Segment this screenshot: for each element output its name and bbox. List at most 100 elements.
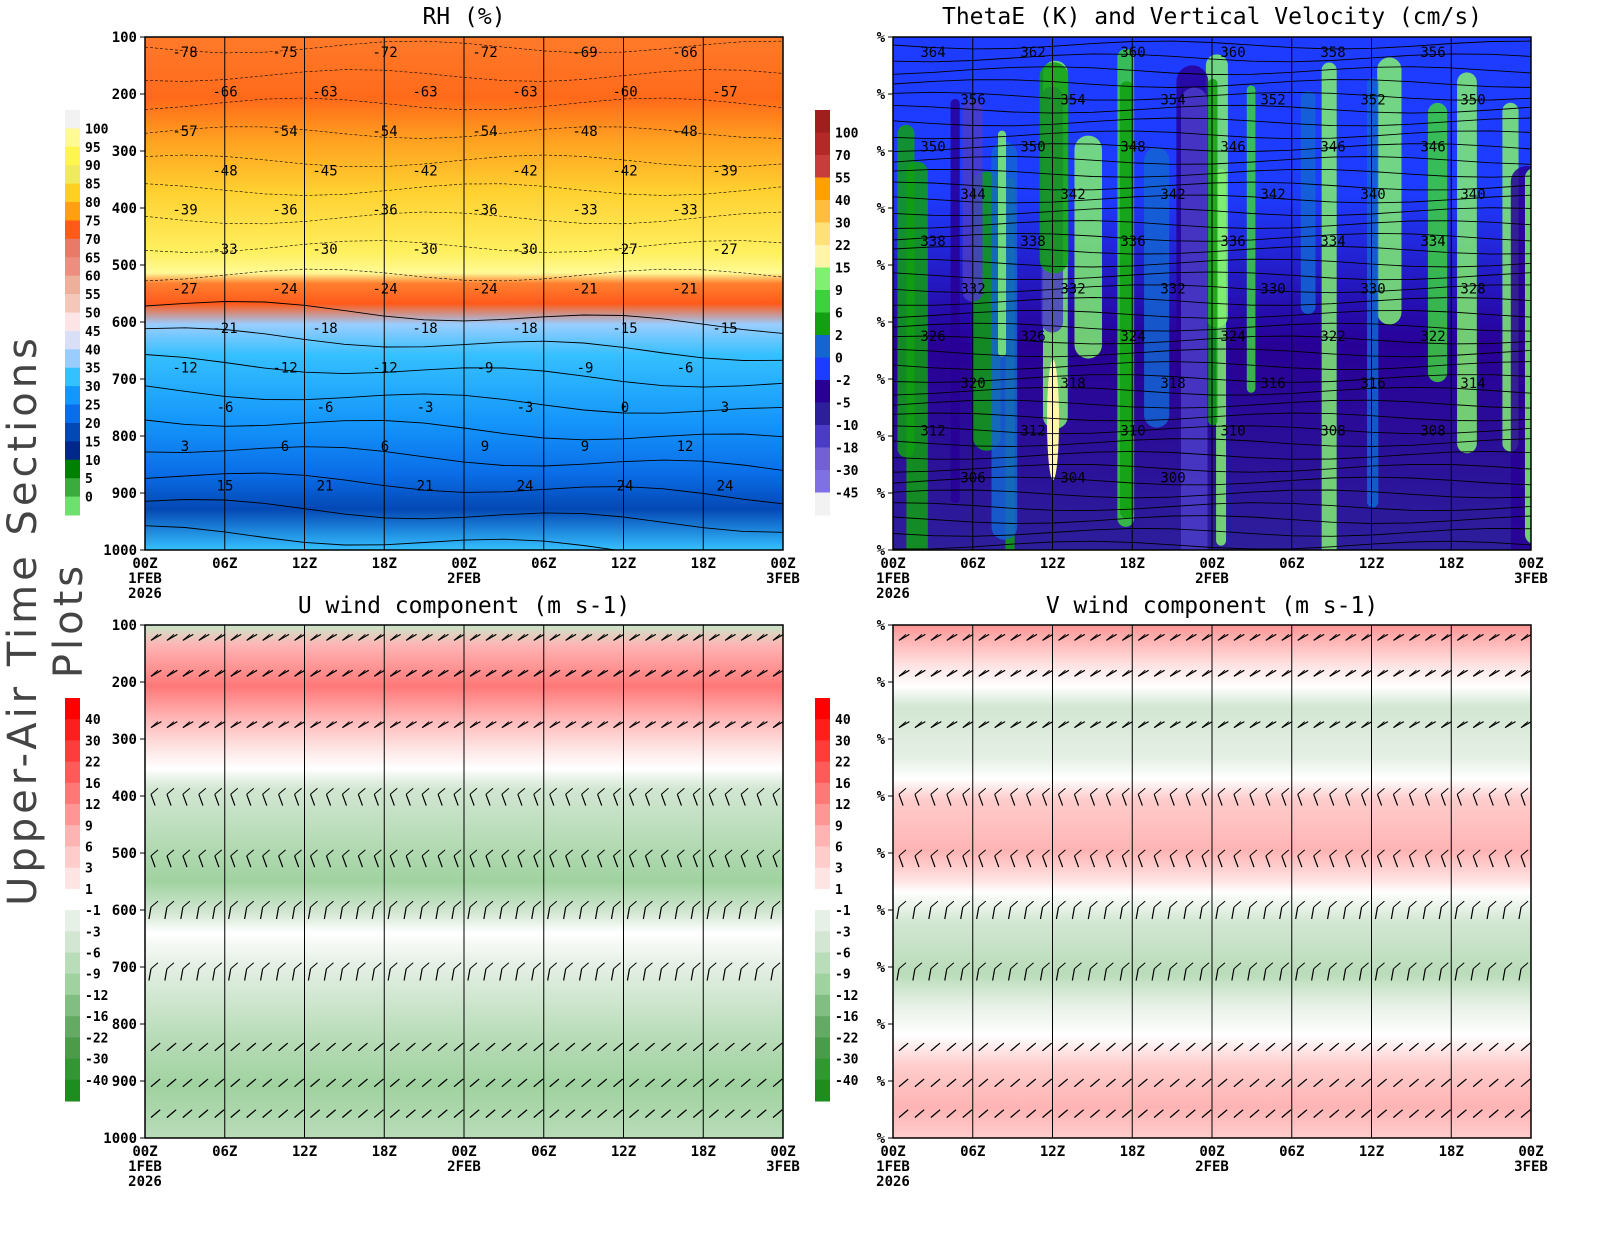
wind-barb-flag xyxy=(1010,900,1018,908)
wind-barb xyxy=(1183,907,1187,920)
plot-frame xyxy=(144,624,784,1139)
wind-barb-flag xyxy=(1233,1080,1242,1088)
colorbar-label: 30 xyxy=(835,734,851,749)
contour-line xyxy=(145,97,783,111)
wind-barb xyxy=(740,855,746,868)
wind-barb-flag xyxy=(1042,900,1050,908)
x-tick-label: 00Z xyxy=(1518,1144,1543,1160)
wind-barb-flag xyxy=(597,721,605,728)
wind-barb-flag xyxy=(1265,900,1274,908)
colorbar-swatch xyxy=(815,155,830,178)
wind-barb xyxy=(660,855,667,868)
wind-barb-flag xyxy=(1472,787,1481,795)
wind-barb xyxy=(676,794,683,806)
wind-barb-flag xyxy=(1281,849,1290,857)
wind-barb-flag xyxy=(166,787,175,795)
plot-frame xyxy=(892,36,1532,551)
wind-barb xyxy=(180,907,184,920)
contour-label: 314 xyxy=(1460,376,1485,392)
wind-barb-flag xyxy=(898,849,907,857)
wind-barb-flag xyxy=(1169,721,1178,728)
wind-barb xyxy=(1265,855,1271,868)
wind-barb-flag xyxy=(230,1111,239,1118)
colorbar-label: 16 xyxy=(85,777,101,792)
colorbar-label: 30 xyxy=(85,380,101,395)
wind-barb xyxy=(692,794,698,806)
wind-barb xyxy=(291,907,296,920)
wind-barb-flag xyxy=(1393,669,1401,677)
wind-barb xyxy=(435,968,439,981)
wind-barb-flag xyxy=(1169,669,1178,677)
wind-barb-flag xyxy=(342,787,350,795)
wind-barb xyxy=(182,794,188,806)
wind-barb-flag xyxy=(1345,962,1353,970)
wind-barb-flag xyxy=(1249,962,1258,970)
wind-barb-flag xyxy=(166,900,175,908)
wind-barb-flag xyxy=(581,721,589,728)
colorbar-label: -22 xyxy=(835,1031,858,1046)
contour-label: -27 xyxy=(172,282,197,298)
wind-barb-flag xyxy=(373,962,382,970)
wind-barb-flag xyxy=(198,1044,207,1052)
wind-barb-flag xyxy=(166,962,175,970)
wind-barb xyxy=(166,855,172,868)
wind-barb-flag xyxy=(645,1111,653,1118)
wind-barb xyxy=(389,794,395,806)
colorbar-label: 22 xyxy=(835,756,851,771)
wind-barb xyxy=(531,968,535,981)
wind-barb xyxy=(1390,907,1395,920)
x-year-label: 2026 xyxy=(876,586,910,602)
wind-barb-flag xyxy=(1488,634,1497,641)
wind-barb-flag xyxy=(326,721,334,728)
wind-barb-flag xyxy=(1026,721,1034,728)
wind-barb xyxy=(628,855,635,868)
wind-barb-flag xyxy=(1281,1080,1290,1088)
x-date-label: 2FEB xyxy=(1195,1159,1229,1175)
wind-barb-flag xyxy=(342,900,350,908)
wind-barb-flag xyxy=(914,787,923,795)
wind-barb-flag xyxy=(1313,634,1322,641)
wind-barb-flag xyxy=(946,634,955,641)
wind-barb xyxy=(928,907,932,920)
wind-barb xyxy=(533,794,539,806)
wind-barb-flag xyxy=(294,1111,302,1118)
wind-barb-flag xyxy=(1090,669,1098,677)
wind-barb-flag xyxy=(629,721,637,728)
wind-barb-flag xyxy=(1042,721,1050,728)
x-year-label: 2026 xyxy=(128,586,162,602)
wind-barb-flag xyxy=(1217,1080,1226,1088)
wind-barb-flag xyxy=(962,634,971,641)
x-tick-label: 00Z xyxy=(451,1144,476,1160)
wind-barb-flag xyxy=(437,1080,446,1088)
wind-barb-flag xyxy=(677,787,685,795)
wind-barb-flag xyxy=(740,669,749,677)
wind-barb-flag xyxy=(1297,634,1306,641)
wind-barb-flag xyxy=(1106,962,1114,970)
wind-barb-flag xyxy=(1265,634,1274,641)
wind-barb-flag xyxy=(1026,634,1034,641)
colorbar-label: 45 xyxy=(85,325,101,340)
wind-barb-flag xyxy=(469,1080,478,1088)
colorbar-swatch xyxy=(815,846,830,869)
wind-barb xyxy=(1424,794,1431,806)
wind-barb-flag xyxy=(1058,1111,1066,1118)
wind-barb-flag xyxy=(597,1111,605,1118)
wind-barb-flag xyxy=(1201,669,1210,677)
wind-barb-flag xyxy=(405,849,414,857)
wind-barb-flag xyxy=(613,900,621,908)
wind-barb-flag xyxy=(1329,1080,1337,1088)
wind-barb-flag xyxy=(613,1080,621,1088)
wind-barb-flag xyxy=(1169,962,1178,970)
x-tick-label: 12Z xyxy=(1359,556,1384,572)
wind-barb xyxy=(1311,907,1315,920)
colorbar-swatch xyxy=(65,782,80,805)
wind-barb xyxy=(912,907,916,920)
contour-label: 356 xyxy=(1420,45,1445,61)
wind-barb-flag xyxy=(1440,669,1449,677)
wind-barb-flag xyxy=(1249,849,1258,857)
y-tick-label: 500 xyxy=(112,258,137,274)
wind-barb-flag xyxy=(994,1044,1003,1052)
vv-region xyxy=(1377,57,1402,325)
colorbar-swatch xyxy=(65,146,80,166)
wind-barb-flag xyxy=(1169,634,1178,641)
